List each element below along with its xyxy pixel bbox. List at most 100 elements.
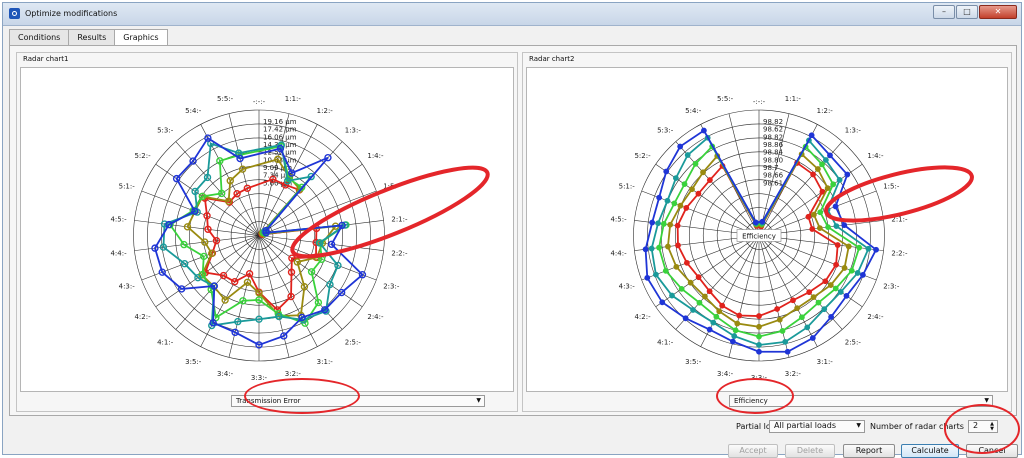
series-point — [811, 172, 815, 176]
series-point — [754, 220, 758, 224]
axis-label: 5:2:- — [634, 152, 651, 160]
close-button[interactable]: ✕ — [979, 5, 1017, 19]
series-point — [654, 272, 658, 276]
axis-label: 5:5:- — [217, 95, 234, 103]
series-point — [666, 244, 670, 248]
axis-label: 4:2:- — [134, 313, 151, 321]
axis-label: 2:5:- — [345, 338, 362, 346]
series-point — [791, 298, 795, 302]
series-point — [805, 325, 809, 329]
chevron-down-icon: ▼ — [476, 396, 481, 406]
axis-label: 3:5:- — [685, 358, 702, 366]
axis-label: 2:5:- — [845, 338, 862, 346]
series-point — [685, 261, 689, 265]
axis-label-top: -:-:- — [753, 98, 766, 106]
axis-label: 2:2:- — [391, 250, 408, 258]
series-point — [874, 248, 878, 252]
series-point — [780, 329, 784, 333]
tab-bar: Conditions Results Graphics — [9, 29, 167, 45]
cancel-button[interactable]: Cancel — [966, 444, 1018, 458]
axis-label: 1:5:- — [883, 182, 900, 190]
series-point — [861, 273, 865, 277]
series-point — [643, 247, 647, 251]
series-point — [682, 182, 686, 186]
num-charts-spinner[interactable]: 2 ▲ ▼ — [968, 420, 998, 433]
series-point — [829, 315, 833, 319]
minimize-button[interactable]: – — [933, 5, 955, 19]
series-point — [701, 170, 705, 174]
partial-load-select[interactable]: All partial loads ▼ — [769, 420, 865, 433]
axis-label: 5:1:- — [619, 182, 636, 190]
axis-label: 1:2:- — [817, 107, 834, 115]
axis-label: 5:2:- — [134, 152, 151, 160]
series-point — [824, 158, 828, 162]
axis-label: 2:4:- — [367, 313, 384, 321]
maximize-button[interactable]: □ — [956, 5, 978, 19]
radar-chart1: -:-:- 1:1:- 1:2:- 1:3:- 1:4:- 1:5:- 2:1:- 2:2:-… — [20, 67, 514, 392]
series-point — [675, 223, 679, 227]
axis-label: 3:4:- — [717, 370, 734, 378]
axis-label: 4:1:- — [157, 338, 174, 346]
axis-label: 2:3:- — [383, 283, 400, 291]
tab-results[interactable]: Results — [68, 29, 115, 45]
grid-spoke — [229, 114, 259, 236]
axis-label: 5:4:- — [685, 107, 702, 115]
tab-graphics[interactable]: Graphics — [114, 29, 167, 46]
series-point — [649, 246, 653, 250]
radar-chart1-label: Radar chart1 — [23, 55, 69, 63]
axis-label: 4:4:- — [110, 250, 127, 258]
calculate-button[interactable]: Calculate — [901, 444, 959, 458]
chart1-metric-select[interactable]: Transmission Error ▼ — [231, 395, 485, 407]
radar-chart2: -:-:- 1:1:- 1:2:- 1:3:- 1:4:- 1:5:- 2:1:- 2:2:-… — [526, 67, 1008, 392]
series-point — [842, 223, 846, 227]
axis-label: 2:2:- — [891, 250, 908, 258]
series-point — [778, 318, 782, 322]
center-label: Efficiency — [742, 233, 776, 241]
chart2-metric-select[interactable]: Efficiency ▼ — [729, 395, 993, 407]
series-point — [696, 191, 700, 195]
series-point — [670, 293, 674, 297]
series-point — [707, 289, 711, 293]
num-charts-label: Number of radar charts — [870, 422, 964, 431]
axis-label: 1:1:- — [785, 95, 802, 103]
report-button[interactable]: Report — [843, 444, 895, 458]
series-point — [825, 186, 829, 190]
series-point — [829, 283, 833, 287]
series-point — [757, 325, 761, 329]
axis-label: 5:1:- — [119, 182, 136, 190]
axis-label: 5:5:- — [717, 95, 734, 103]
series-point — [720, 303, 724, 307]
delete-button[interactable]: Delete — [785, 444, 835, 458]
series-point — [837, 178, 841, 182]
spinner-arrows-icon: ▲ ▼ — [990, 422, 994, 432]
series-point — [678, 144, 682, 148]
series-point — [855, 271, 859, 275]
series-point — [816, 300, 820, 304]
axis-label: 3:2:- — [785, 370, 802, 378]
series-point — [831, 182, 835, 186]
series-point — [676, 243, 680, 247]
series-point — [674, 176, 678, 180]
series-point — [664, 169, 668, 173]
axis-label: 4:1:- — [657, 338, 674, 346]
axis-label: 1:2:- — [317, 107, 334, 115]
tab-conditions[interactable]: Conditions — [9, 29, 69, 45]
axis-label: 1:1:- — [285, 95, 302, 103]
series-point — [811, 295, 815, 299]
axis-label: 3:3:- — [251, 374, 268, 382]
series-point — [828, 153, 832, 157]
axis-label: 4:5:- — [110, 215, 127, 223]
series-point — [735, 321, 739, 325]
axis-label: 4:2:- — [634, 313, 651, 321]
accept-button[interactable]: Accept — [728, 444, 778, 458]
series-point — [822, 307, 826, 311]
chevron-down-icon: ▼ — [856, 421, 861, 431]
series-point — [690, 187, 694, 191]
series-point — [684, 206, 688, 210]
series-point — [693, 162, 697, 166]
series-point — [668, 223, 672, 227]
title-bar: Optimize modifications – □ ✕ — [3, 3, 1021, 26]
chart1-metric-value: Transmission Error — [236, 397, 301, 405]
app-icon — [9, 8, 20, 19]
radial-tick-label: 98.61 — [763, 179, 783, 187]
